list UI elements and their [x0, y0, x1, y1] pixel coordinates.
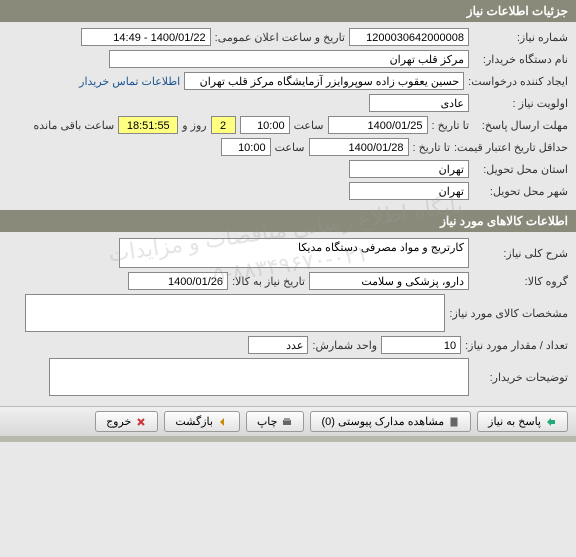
print-icon — [281, 416, 293, 428]
attachments-button[interactable]: مشاهده مدارک پیوستی (0) — [310, 411, 471, 432]
field-deadline-date: 1400/01/25 — [328, 116, 428, 134]
field-need-to-date: 1400/01/26 — [128, 272, 228, 290]
bottom-strip — [0, 436, 576, 494]
field-qty: 10 — [381, 336, 461, 354]
label-deadline: مهلت ارسال پاسخ: — [473, 119, 568, 132]
label-need-no: شماره نیاز: — [473, 31, 568, 44]
field-goods-spec — [25, 294, 445, 332]
label-days-and: روز و — [182, 119, 206, 132]
exit-button[interactable]: خروج — [95, 411, 158, 432]
button-bar: پاسخ به نیاز مشاهده مدارک پیوستی (0) چاپ… — [0, 406, 576, 436]
field-need-desc: کارتریج و مواد مصرفی دستگاه مدیکا — [119, 238, 469, 268]
field-days-left: 2 — [211, 116, 236, 134]
field-city: تهران — [349, 182, 469, 200]
exit-icon — [135, 416, 147, 428]
field-valid-date: 1400/01/28 — [309, 138, 409, 156]
goods-info-form: شرح کلی نیاز: کارتریج و مواد مصرفی دستگا… — [0, 232, 576, 406]
label-city: شهر محل تحویل: — [473, 185, 568, 198]
header-need-details: جزئیات اطلاعات نیاز — [0, 0, 576, 22]
field-time-left: 18:51:55 — [118, 116, 178, 134]
need-details-form: شماره نیاز: 1200030642000008 تاریخ و ساع… — [0, 22, 576, 210]
header-goods-info: اطلاعات کالاهای مورد نیاز — [0, 210, 576, 232]
label-buyer-notes: توضیحات خریدار: — [473, 371, 568, 384]
label-hour1: ساعت — [294, 119, 324, 132]
reply-button-label: پاسخ به نیاز — [488, 415, 541, 428]
label-remaining: ساعت باقی مانده — [34, 119, 115, 132]
field-deadline-hour: 10:00 — [240, 116, 290, 134]
back-icon — [217, 416, 229, 428]
label-qty: تعداد / مقدار مورد نیاز: — [465, 339, 568, 352]
label-need-to-date: تاریخ نیاز به کالا: — [232, 275, 305, 288]
label-buyer-org: نام دستگاه خریدار: — [473, 53, 568, 66]
field-announce: 1400/01/22 - 14:49 — [81, 28, 211, 46]
exit-button-label: خروج — [106, 415, 131, 428]
back-button-label: بازگشت — [175, 415, 213, 428]
field-buyer-org: مرکز قلب تهران — [109, 50, 469, 68]
reply-button[interactable]: پاسخ به نیاز — [477, 411, 568, 432]
field-need-no: 1200030642000008 — [349, 28, 469, 46]
label-priority: اولویت نیاز : — [473, 97, 568, 110]
label-unit: واحد شمارش: — [312, 339, 377, 352]
label-creator: ایجاد کننده درخواست: — [468, 75, 568, 88]
label-goods-group: گروه کالا: — [473, 275, 568, 288]
attachments-button-label: مشاهده مدارک پیوستی (0) — [321, 415, 444, 428]
print-button[interactable]: چاپ — [246, 411, 305, 432]
field-unit: عدد — [248, 336, 308, 354]
field-buyer-notes — [49, 358, 469, 396]
reply-icon — [545, 416, 557, 428]
field-valid-hour: 10:00 — [221, 138, 271, 156]
label-goods-spec: مشخصات کالای مورد نیاز: — [449, 307, 568, 320]
field-province: تهران — [349, 160, 469, 178]
label-min-valid: حداقل تاریخ اعتبار قیمت: — [454, 141, 568, 154]
back-button[interactable]: بازگشت — [164, 411, 240, 432]
label-to-date: تا تاریخ : — [432, 119, 469, 132]
field-creator: حسین یعقوب زاده سوپروایزر آزمایشگاه مرکز… — [184, 72, 464, 90]
field-goods-group: دارو، پزشکی و سلامت — [309, 272, 469, 290]
label-hour2: ساعت — [275, 141, 305, 154]
label-to-date2: تا تاریخ : — [413, 141, 450, 154]
label-need-desc: شرح کلی نیاز: — [473, 247, 568, 260]
label-announce: تاریخ و ساعت اعلان عمومی: — [215, 31, 345, 44]
link-contact-info[interactable]: اطلاعات تماس خریدار — [79, 75, 180, 88]
attachment-icon — [448, 416, 460, 428]
label-province: استان محل تحویل: — [473, 163, 568, 176]
print-button-label: چاپ — [257, 415, 278, 428]
field-priority: عادی — [369, 94, 469, 112]
